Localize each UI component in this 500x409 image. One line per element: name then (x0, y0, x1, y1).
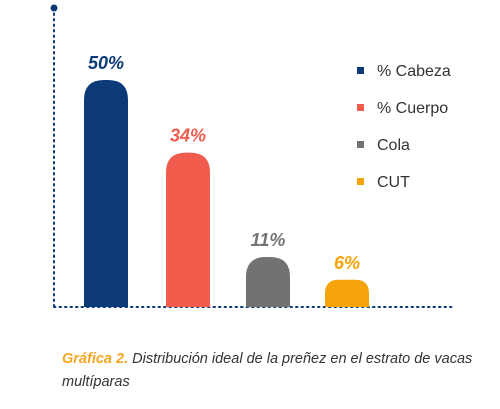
legend-label-cola: Cola (377, 137, 410, 154)
data-label-cuerpo: 34% (170, 126, 206, 146)
legend-label-cuerpo: % Cuerpo (377, 100, 448, 117)
caption-lead: Gráfica 2. (62, 351, 129, 367)
caption-text: Distribución ideal de la preñez en el es… (62, 351, 473, 390)
legend-label-cut: CUT (377, 174, 410, 191)
legend-label-cabeza: % Cabeza (377, 63, 451, 80)
chart-legend: % Cabeza % Cuerpo Cola CUT (357, 63, 451, 191)
bar-cuerpo (166, 152, 210, 307)
chart-bars (84, 80, 369, 307)
bar-cut (325, 279, 369, 307)
data-label-cabeza: 50% (88, 53, 124, 73)
bar-cola (246, 257, 290, 307)
bar-chart: 50% 34% 11% 6% % Cabeza % Cuerpo Cola CUT (50, 4, 456, 308)
figure-caption: Gráfica 2. Distribución ideal de la preñ… (62, 348, 482, 394)
y-axis-end-dot (50, 4, 58, 12)
legend-swatch-cabeza (357, 67, 364, 74)
legend-swatch-cuerpo (357, 104, 364, 111)
legend-swatch-cola (357, 141, 364, 148)
legend-swatch-cut (357, 178, 364, 185)
data-label-cut: 6% (334, 253, 360, 273)
chart-data-labels: 50% 34% 11% 6% (88, 53, 360, 273)
data-label-cola: 11% (251, 230, 286, 250)
bar-cabeza (84, 80, 128, 307)
